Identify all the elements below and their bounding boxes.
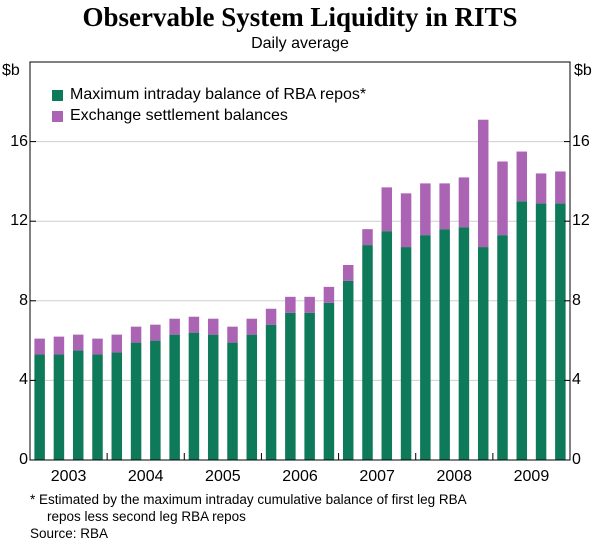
x-tick-label: 2009 xyxy=(513,468,550,485)
bar-repos xyxy=(285,312,296,460)
y-tick-label-right: 12 xyxy=(572,212,590,230)
x-tick-label: 2007 xyxy=(359,468,395,485)
bar-repos xyxy=(420,235,431,460)
bar-repos xyxy=(304,312,315,460)
chart-title: Observable System Liquidity in RITS xyxy=(82,2,518,32)
bar-settlement xyxy=(265,308,277,325)
bar-repos xyxy=(323,302,335,460)
x-tick-label: 2003 xyxy=(50,468,87,485)
bar-settlement xyxy=(304,296,315,313)
legend-label-repos: Maximum intraday balance of RBA repos* xyxy=(70,86,367,103)
plot-frame xyxy=(29,61,571,461)
bar-repos xyxy=(477,247,489,460)
bar-repos xyxy=(169,334,180,460)
x-tick-label: 2005 xyxy=(205,468,241,485)
bar-settlement xyxy=(381,187,393,232)
bar-repos xyxy=(265,324,277,460)
y-tick-label-right: 0 xyxy=(572,451,581,468)
bar-settlement xyxy=(535,173,547,204)
y-tick-label-right: 8 xyxy=(572,291,581,309)
bar-settlement xyxy=(53,336,65,355)
bar-settlement xyxy=(92,338,103,355)
bar-repos xyxy=(150,340,161,460)
bar-settlement xyxy=(169,318,180,335)
bar-repos xyxy=(207,334,219,460)
y-axis-unit-right: $b xyxy=(574,62,592,79)
bar-settlement xyxy=(150,324,161,341)
bar-settlement xyxy=(34,338,45,355)
footnote-line-2: repos less second leg RBA repos xyxy=(47,509,246,524)
x-tick-label: 2006 xyxy=(282,468,318,485)
legend-swatch-repos xyxy=(52,90,63,101)
bar-repos xyxy=(362,245,373,460)
bar-repos xyxy=(246,334,258,460)
bar-settlement xyxy=(458,177,470,228)
bar-repos xyxy=(381,231,393,460)
bar-repos xyxy=(400,247,412,460)
y-tick-label-right: 16 xyxy=(572,132,590,150)
bar-settlement xyxy=(400,193,412,248)
chart-subtitle: Daily average xyxy=(251,35,349,52)
bar-repos xyxy=(188,332,200,460)
bar-settlement xyxy=(188,316,200,333)
footnote-line-1: * Estimated by the maximum intraday cumu… xyxy=(30,492,467,507)
source-note: Source: RBA xyxy=(30,526,109,541)
bar-repos xyxy=(72,350,84,460)
bar-settlement xyxy=(285,296,296,313)
bar-settlement xyxy=(111,334,123,353)
bar-settlement xyxy=(516,151,528,202)
bar-settlement xyxy=(130,326,142,343)
bar-settlement xyxy=(497,161,508,236)
legend-swatch-esb xyxy=(52,111,63,122)
bar-settlement xyxy=(342,264,354,281)
x-tick-label: 2008 xyxy=(436,468,473,485)
bar-settlement xyxy=(207,318,219,335)
bar-repos xyxy=(439,229,450,460)
bar-settlement xyxy=(555,171,566,204)
bar-repos xyxy=(497,235,508,460)
bar-repos xyxy=(53,354,65,460)
bar-repos xyxy=(111,352,123,460)
bar-settlement xyxy=(439,183,450,230)
bar-repos xyxy=(130,342,142,460)
bar-repos xyxy=(92,354,103,460)
bar-repos xyxy=(342,280,354,460)
bar-settlement xyxy=(227,326,238,343)
bar-repos xyxy=(516,201,528,461)
bar-settlement xyxy=(323,286,335,303)
bar-repos xyxy=(227,342,238,460)
bar-settlement xyxy=(420,183,431,236)
bar-settlement xyxy=(72,334,84,351)
y-tick-label-right: 4 xyxy=(572,371,581,389)
y-tick-label-left: 0 xyxy=(19,451,28,468)
bar-repos xyxy=(34,354,45,460)
bar-repos xyxy=(535,203,547,461)
bar-settlement xyxy=(477,119,489,248)
y-tick-label-left: 8 xyxy=(19,291,28,309)
x-tick-label: 2004 xyxy=(127,468,164,485)
y-axis-unit-left: $b xyxy=(2,62,20,79)
bar-repos xyxy=(458,227,470,460)
bar-settlement xyxy=(246,318,258,335)
bar-repos xyxy=(555,203,566,461)
legend-label-esb: Exchange settlement balances xyxy=(70,107,288,124)
bar-settlement xyxy=(362,229,373,246)
y-tick-label-left: 16 xyxy=(10,132,28,150)
y-tick-label-left: 4 xyxy=(19,371,28,389)
y-tick-label-left: 12 xyxy=(10,212,28,230)
